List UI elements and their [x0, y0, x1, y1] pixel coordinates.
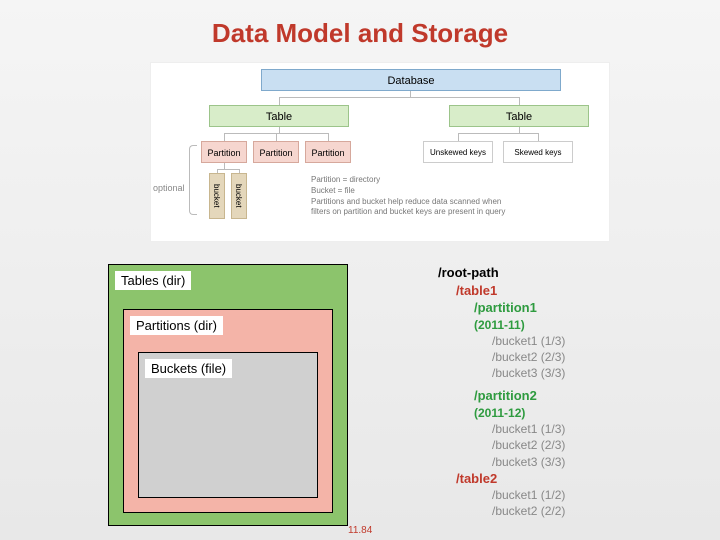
partition-box: Partition: [253, 141, 299, 163]
tables-label: Tables (dir): [115, 271, 191, 290]
table-box-2: Table: [449, 105, 589, 127]
connector: [458, 133, 459, 141]
root-path: /root-path: [438, 264, 638, 282]
optional-brace: [189, 145, 197, 215]
connector: [279, 97, 519, 98]
connector: [458, 133, 538, 134]
slide-title: Data Model and Storage: [0, 0, 720, 49]
partition-box: Partition: [201, 141, 247, 163]
bucket-path: /bucket1 (1/3): [492, 421, 638, 437]
notes-text: Partition = directory Bucket = file Part…: [311, 175, 505, 218]
bucket-box: bucket: [231, 173, 247, 219]
connector: [519, 97, 520, 105]
connector: [276, 133, 277, 141]
partitions-label: Partitions (dir): [130, 316, 223, 335]
partition-date: (2011-12): [474, 405, 638, 421]
optional-label: optional: [153, 183, 185, 193]
note-line: Partitions and bucket help reduce data s…: [311, 197, 505, 208]
partition-date: (2011-11): [474, 317, 638, 333]
bucket-path: /bucket1 (1/3): [492, 333, 638, 349]
bucket-path: /bucket2 (2/3): [492, 437, 638, 453]
note-line: Partition = directory: [311, 175, 505, 186]
bucket-path: /bucket1 (1/2): [492, 487, 638, 503]
note-line: filters on partition and bucket keys are…: [311, 207, 505, 218]
table-path: /table2: [456, 470, 638, 488]
partition-path: /partition2: [474, 387, 638, 405]
table-box-1: Table: [209, 105, 349, 127]
skewed-keys-box: Skewed keys: [503, 141, 573, 163]
tables-box: Tables (dir) Partitions (dir) Buckets (f…: [108, 264, 348, 526]
note-line: Bucket = file: [311, 186, 505, 197]
bucket-path: /bucket2 (2/2): [492, 503, 638, 519]
table-path: /table1: [456, 282, 638, 300]
partitions-box: Partitions (dir) Buckets (file): [123, 309, 333, 513]
partition-box: Partition: [305, 141, 351, 163]
connector: [538, 133, 539, 141]
unskewed-keys-box: Unskewed keys: [423, 141, 493, 163]
bucket-path: /bucket3 (3/3): [492, 454, 638, 470]
partition-path: /partition1: [474, 299, 638, 317]
connector: [328, 133, 329, 141]
buckets-label: Buckets (file): [145, 359, 232, 378]
path-tree: /root-path /table1 /partition1 (2011-11)…: [438, 264, 638, 520]
connector: [224, 133, 225, 141]
page-number: 11.84: [348, 525, 372, 536]
connector: [217, 169, 239, 170]
hierarchy-diagram: Database Table Table Partition Partition…: [150, 62, 610, 242]
bucket-path: /bucket2 (2/3): [492, 349, 638, 365]
connector: [279, 97, 280, 105]
bucket-path: /bucket3 (3/3): [492, 365, 638, 381]
bucket-box: bucket: [209, 173, 225, 219]
buckets-box: Buckets (file): [138, 352, 318, 498]
database-box: Database: [261, 69, 561, 91]
